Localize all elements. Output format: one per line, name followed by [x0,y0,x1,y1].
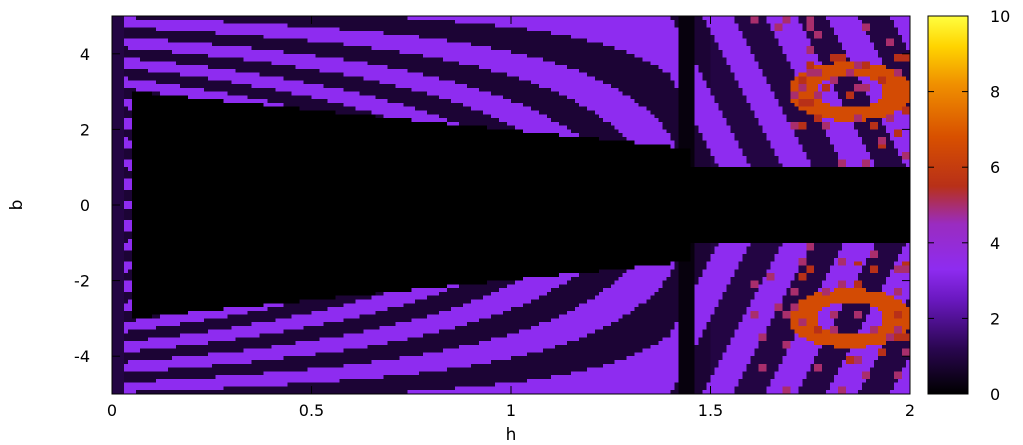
x-tick-label: 0 [107,401,117,420]
colorbar-tick-label: 10 [990,7,1010,26]
colorbar-axis: 10 8 6 4 2 0 [928,7,1010,404]
colorbar-tick-label: 4 [990,234,1000,253]
y-axis: 4 2 0 -2 -4 [74,45,910,366]
x-tick-label: 2 [905,401,915,420]
heatmap-area [112,16,910,394]
y-tick-label: 4 [80,45,90,64]
y-tick-label: 2 [80,120,90,139]
x-tick-label: 1 [506,401,516,420]
x-axis: 0 0.5 1 1.5 2 [107,16,915,420]
colorbar [927,15,969,395]
x-tick-label: 1.5 [698,401,723,420]
colorbar-tick-label: 2 [990,309,1000,328]
y-tick-label: -4 [74,347,90,366]
y-tick-label: 0 [80,196,90,215]
y-axis-label: b [7,200,27,211]
y-tick-label: -2 [74,272,90,291]
heatmap-image [112,16,910,394]
x-axis-label: h [506,425,517,445]
x-tick-label: 0.5 [299,401,324,420]
colorbar-tick-label: 8 [990,83,1000,102]
colorbar-tick-label: 6 [990,158,1000,177]
colorbar-tick-label: 0 [990,385,1000,404]
